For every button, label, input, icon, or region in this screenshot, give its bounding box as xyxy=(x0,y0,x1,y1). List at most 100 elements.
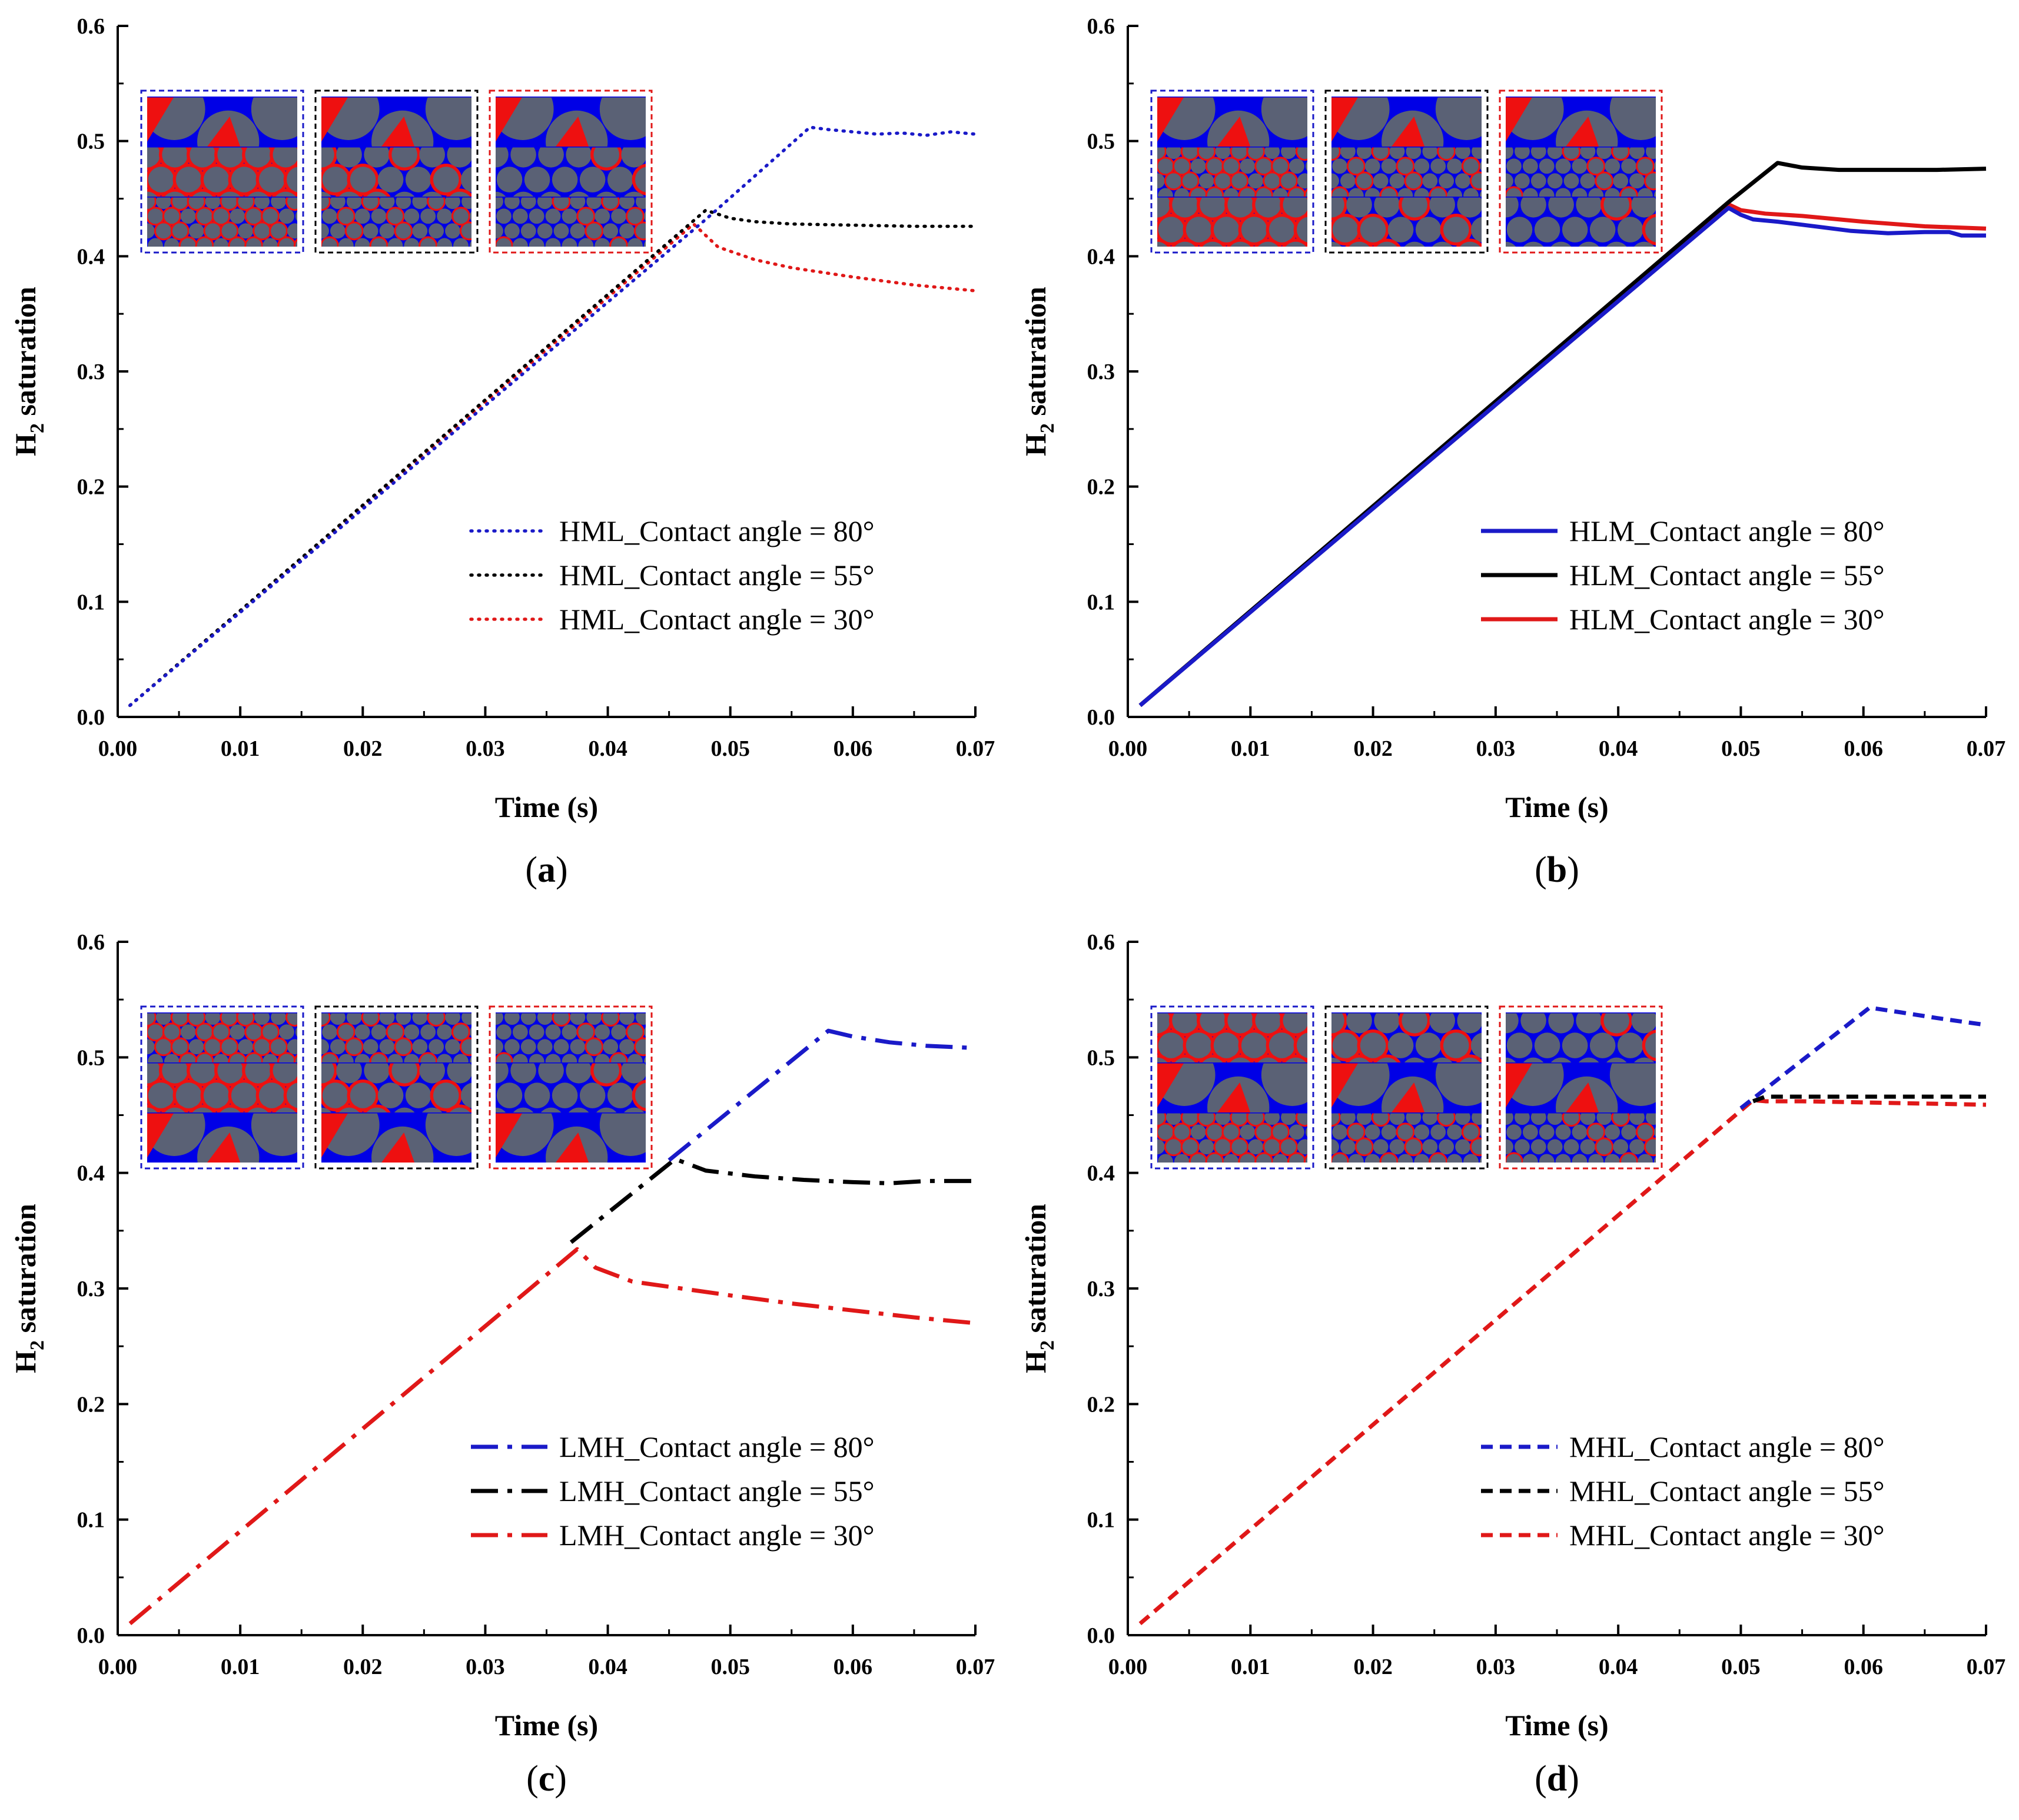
inset-grain xyxy=(1588,1124,1604,1140)
inset-grain xyxy=(1388,267,1414,293)
inset-layer-L xyxy=(147,1012,297,1062)
inset-grain xyxy=(1348,1154,1364,1163)
inset-grain xyxy=(1414,158,1430,174)
inset-grain xyxy=(1479,191,1482,197)
inset-grain xyxy=(529,238,544,247)
inset-grain xyxy=(1671,1124,1686,1140)
y-axis-label-rest: saturation xyxy=(1019,1204,1052,1340)
inset-grain xyxy=(287,1012,297,1025)
inset-layer-M xyxy=(1506,1012,1685,1084)
inset-grain xyxy=(1223,1124,1239,1140)
inset-grain xyxy=(1564,1169,1579,1184)
inset-grain xyxy=(1535,267,1560,293)
y-axis-label-main: H xyxy=(1019,1350,1052,1373)
inset-grain xyxy=(1376,241,1397,247)
inset-h2-ring xyxy=(1197,1167,1216,1185)
inset-grain xyxy=(460,1082,471,1108)
inset-grain xyxy=(1157,241,1168,247)
panel-caption-letter: d xyxy=(1547,1759,1567,1799)
x-tick-label: 0.07 xyxy=(1967,736,2006,761)
inset-grain xyxy=(405,167,431,192)
x-tick-label: 0.04 xyxy=(1599,736,1638,761)
inset-h2-region xyxy=(1392,117,1425,147)
inset-grain xyxy=(1373,147,1389,160)
inset-grain xyxy=(570,1012,586,1025)
inset-grain xyxy=(1273,1124,1289,1140)
inset-grain xyxy=(189,253,204,268)
inset-grain xyxy=(1381,1124,1397,1140)
inset-grain xyxy=(197,1024,212,1040)
inset-grain xyxy=(1258,1057,1279,1062)
inset-grain xyxy=(1332,1154,1347,1163)
inset-layer-M xyxy=(1157,1012,1307,1062)
inset-grain xyxy=(1157,197,1170,218)
inset-h2-region xyxy=(1157,1062,1184,1108)
inset-grain xyxy=(1213,217,1240,243)
inset-grain xyxy=(271,253,286,268)
inset-grain xyxy=(314,253,329,268)
inset-grain xyxy=(1331,241,1342,247)
inset-grain xyxy=(1216,1169,1231,1184)
inset-h2-region xyxy=(1566,117,1599,147)
inset-grain xyxy=(1430,188,1446,197)
inset-grain xyxy=(271,1039,286,1055)
inset-grain xyxy=(1455,173,1470,189)
inset-grain xyxy=(162,147,188,168)
inset-grain xyxy=(203,167,230,192)
inset-grain xyxy=(1506,1012,1519,1034)
inset-grain xyxy=(1213,1032,1240,1058)
inset-grain xyxy=(147,223,155,239)
inset-h2-ring xyxy=(427,251,446,270)
inset-grain xyxy=(1261,1062,1307,1106)
y-tick-label: 0.1 xyxy=(77,1508,105,1533)
inset-grain xyxy=(148,1082,174,1108)
inset-grain xyxy=(537,223,553,239)
inset-grain xyxy=(1555,1154,1571,1163)
inset-grain xyxy=(1422,1169,1437,1184)
legend-label: MHL_Contact angle = 30° xyxy=(1569,1519,1885,1552)
inset-grain xyxy=(1673,267,1699,293)
inset-grain xyxy=(1539,158,1555,174)
series-line xyxy=(668,1028,976,1162)
inset-grain xyxy=(1348,1124,1364,1140)
x-axis-label: Time (s) xyxy=(495,1709,598,1742)
inset-grain xyxy=(251,97,297,140)
inset-grain xyxy=(1364,1124,1380,1140)
inset-grain xyxy=(1653,161,1656,171)
inset-grain xyxy=(1580,173,1596,189)
inset-grain xyxy=(521,253,536,268)
inset-grain xyxy=(1572,158,1588,174)
y-axis-label: H2 saturation xyxy=(1019,287,1058,456)
inset-grain xyxy=(512,238,528,247)
y-tick-label: 0.6 xyxy=(1087,930,1115,955)
inset-grain xyxy=(1488,1169,1503,1184)
inset-grain xyxy=(1588,1154,1604,1163)
inset-grain xyxy=(164,191,185,197)
x-tick-label: 0.01 xyxy=(1231,736,1270,761)
inset-grain xyxy=(1381,188,1397,197)
inset-grain xyxy=(1360,217,1386,243)
inset-grain xyxy=(1165,1112,1181,1125)
inset-grain xyxy=(1472,1112,1482,1125)
inset-grain xyxy=(1563,173,1579,189)
inset-grain xyxy=(1659,1058,1685,1084)
x-tick-label: 0.02 xyxy=(1353,1655,1393,1679)
y-tick-label: 0.5 xyxy=(77,129,105,154)
inset-grain xyxy=(1331,197,1344,218)
inset-grain xyxy=(603,1039,619,1055)
inset-grain xyxy=(396,1039,411,1055)
inset-grain xyxy=(453,1054,469,1062)
inset-grain xyxy=(1373,1112,1389,1125)
inset-grain xyxy=(1447,158,1463,174)
inset-grain xyxy=(366,1107,387,1112)
x-tick-label: 0.01 xyxy=(1231,1655,1270,1679)
inset-grain xyxy=(1479,1127,1482,1137)
y-axis-label-main: H xyxy=(9,1350,42,1373)
inset-grain xyxy=(578,208,594,224)
inset-grain xyxy=(1617,1032,1643,1058)
inset-grain xyxy=(1432,1057,1453,1062)
x-tick-label: 0.00 xyxy=(98,1655,138,1679)
inset-grain xyxy=(1331,1139,1339,1155)
inset-grain xyxy=(520,223,536,239)
panel-caption-open: ( xyxy=(525,850,537,890)
